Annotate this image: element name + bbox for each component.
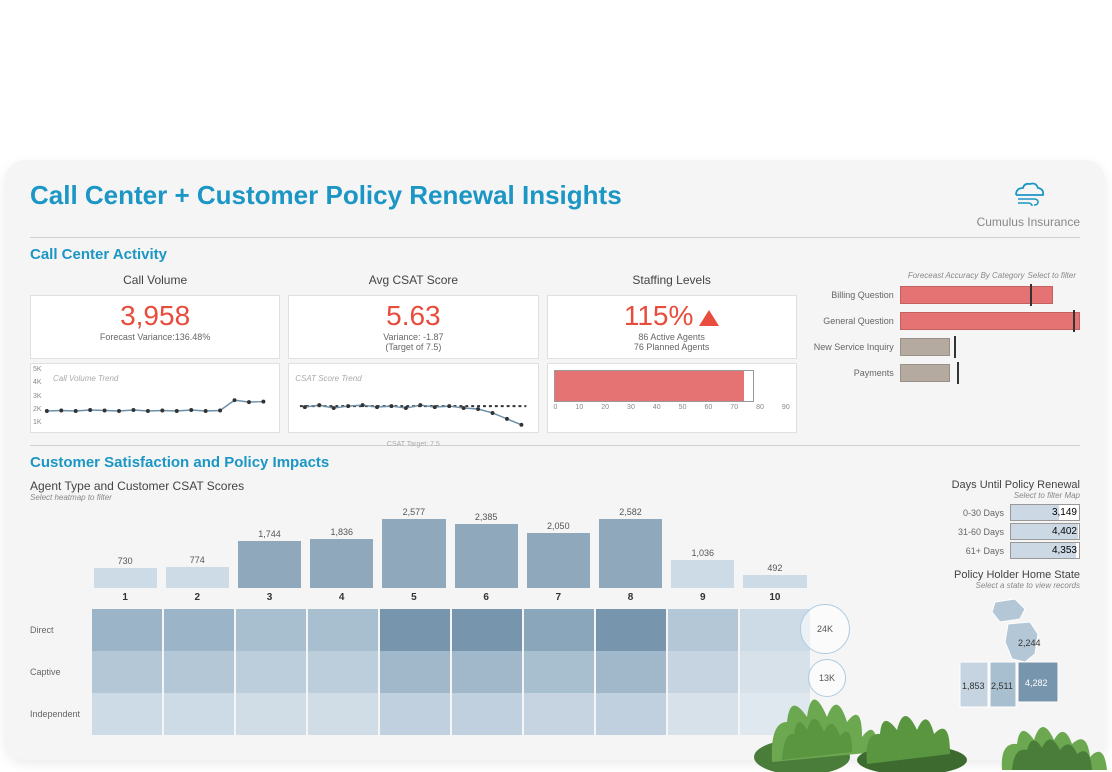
map-title: Policy Holder Home State (820, 569, 1080, 581)
heatmap-cell-direct-8[interactable] (596, 609, 666, 651)
days-title: Days Until Policy Renewal (820, 479, 1080, 491)
heatmap-sub: Select heatmap to filter (30, 493, 810, 502)
call-volume-title: Call Volume (30, 269, 280, 291)
heatmap-cell-captive-8[interactable] (596, 651, 666, 693)
forecast-row-general-question[interactable]: General Question (805, 309, 1080, 333)
heatmap-cell-captive-1[interactable] (92, 651, 162, 693)
cloud-wind-icon (1008, 180, 1048, 210)
csat-trend-label: CSAT Score Trend (295, 374, 361, 383)
csat-bar-6[interactable]: 2,385 (451, 512, 521, 588)
csat-sub1: Variance: -1.87 (289, 332, 537, 342)
section-csat-impacts-title: Customer Satisfaction and Policy Impacts (30, 454, 1080, 471)
days-row-31-60-days[interactable]: 31-60 Days 4,402 (820, 523, 1080, 540)
heatmap-cell-direct-3[interactable] (236, 609, 306, 651)
map-bubble-1[interactable]: 24K (800, 604, 850, 654)
csat-bar-1[interactable]: 730 (90, 556, 160, 588)
csat-bar-7[interactable]: 2,050 (523, 521, 593, 588)
csat-bar-2[interactable]: 774 (162, 555, 232, 588)
heatmap-cell-independent-4[interactable] (308, 693, 378, 735)
days-row-0-30-days[interactable]: 0-30 Days 3,149 (820, 504, 1080, 521)
csat-bar-3[interactable]: 1,744 (234, 529, 304, 588)
csat-bar-10[interactable]: 492 (740, 563, 810, 588)
heatmap-cell-captive-7[interactable] (524, 651, 594, 693)
heatmap-cell-independent-5[interactable] (380, 693, 450, 735)
heatmap-cell-direct-1[interactable] (92, 609, 162, 651)
heatmap-cell-direct-2[interactable] (164, 609, 234, 651)
call-volume-value: 3,958 (31, 296, 279, 332)
staffing-value: 115% (548, 296, 796, 332)
heatmap-cell-direct-7[interactable] (524, 609, 594, 651)
heatmap-cell-direct-6[interactable] (452, 609, 522, 651)
heatmap-cell-captive-3[interactable] (236, 651, 306, 693)
brand-logo: Cumulus Insurance (977, 180, 1080, 229)
forecast-row-payments[interactable]: Payments (805, 361, 1080, 385)
heatmap-cell-independent-7[interactable] (524, 693, 594, 735)
heatmap-cell-direct-9[interactable] (668, 609, 738, 651)
csat-bar-8[interactable]: 2,582 (595, 507, 665, 589)
days-row-61--days[interactable]: 61+ Days 4,353 (820, 542, 1080, 559)
csat-bar-9[interactable]: 1,036 (668, 548, 738, 588)
svg-text:2,511: 2,511 (991, 681, 1013, 691)
call-volume-trend[interactable]: 5K4K3K2K1K Call Volume Trend (30, 363, 280, 433)
forecast-title: Foreceast Accuracy By Category Select to… (805, 269, 1080, 281)
map-sub: Select a state to view records (820, 581, 1080, 590)
csat-bar-5[interactable]: 2,577 (379, 507, 449, 588)
call-volume-sub: Forecast Variance:136.48% (31, 332, 279, 348)
heatmap-cell-captive-6[interactable] (452, 651, 522, 693)
csat-target-label: CSAT Target: 7.5 (295, 441, 531, 448)
csat-card[interactable]: 5.63 Variance: -1.87 (Target of 7.5) (288, 295, 538, 359)
csat-trend[interactable]: CSAT Score Trend CSAT Target: 7.5 (288, 363, 538, 433)
heatmap-cell-captive-4[interactable] (308, 651, 378, 693)
call-volume-trend-label: Call Volume Trend (53, 374, 118, 383)
heatmap-cell-captive-2[interactable] (164, 651, 234, 693)
staffing-bar-chart[interactable]: 0102030405060708090 (547, 363, 797, 433)
heatmap-title: Agent Type and Customer CSAT Scores (30, 479, 810, 493)
heatmap-block: Agent Type and Customer CSAT Scores Sele… (30, 479, 810, 735)
heatmap-cell-independent-8[interactable] (596, 693, 666, 735)
staffing-sub2: 76 Planned Agents (548, 342, 796, 358)
heatmap-cell-independent-3[interactable] (236, 693, 306, 735)
heatmap-cell-independent-1[interactable] (92, 693, 162, 735)
page-title: Call Center + Customer Policy Renewal In… (30, 180, 622, 211)
days-renewal-block: Days Until Policy Renewal Select to filt… (820, 479, 1080, 561)
staffing-sub1: 86 Active Agents (548, 332, 796, 342)
svg-text:2,244: 2,244 (1018, 638, 1041, 648)
brand-name-1: Cumulus (977, 215, 1024, 229)
heatmap-cell-direct-5[interactable] (380, 609, 450, 651)
csat-sparkline (295, 386, 531, 436)
staffing-card[interactable]: 115% 86 Active Agents 76 Planned Agents (547, 295, 797, 359)
heatmap-cell-captive-5[interactable] (380, 651, 450, 693)
bush-decoration-1 (752, 662, 972, 772)
call-volume-card[interactable]: 3,958 Forecast Variance:136.48% (30, 295, 280, 359)
heatmap-cell-direct-4[interactable] (308, 609, 378, 651)
days-sub: Select to filter Map (820, 491, 1080, 500)
heatmap-cell-captive-9[interactable] (668, 651, 738, 693)
csat-value: 5.63 (289, 296, 537, 332)
csat-bar-4[interactable]: 1,836 (307, 527, 377, 588)
forecast-row-billing-question[interactable]: Billing Question (805, 283, 1080, 307)
brand-name-2: Insurance (1024, 215, 1080, 229)
heatmap-cell-independent-6[interactable] (452, 693, 522, 735)
staffing-title: Staffing Levels (547, 269, 797, 291)
svg-text:4,282: 4,282 (1025, 678, 1048, 688)
call-volume-sparkline (37, 386, 273, 436)
heatmap-cell-independent-9[interactable] (668, 693, 738, 735)
heatmap-cell-independent-2[interactable] (164, 693, 234, 735)
forecast-accuracy-block: Foreceast Accuracy By Category Select to… (805, 269, 1080, 433)
csat-title: Avg CSAT Score (288, 269, 538, 291)
csat-sub2: (Target of 7.5) (289, 342, 537, 358)
section-call-center-title: Call Center Activity (30, 246, 1080, 263)
forecast-row-new-service-inquiry[interactable]: New Service Inquiry (805, 335, 1080, 359)
up-triangle-icon (699, 310, 719, 326)
bush-decoration-2 (992, 692, 1112, 772)
